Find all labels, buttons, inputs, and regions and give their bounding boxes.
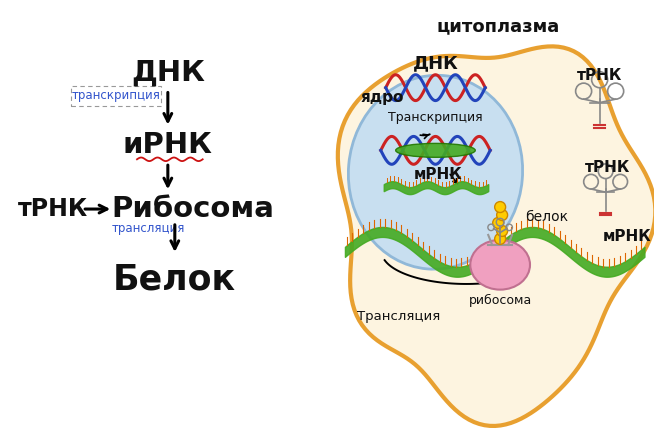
Text: мРНК: мРНК <box>603 229 652 244</box>
Polygon shape <box>338 46 655 426</box>
Circle shape <box>493 218 504 229</box>
Text: белок: белок <box>525 210 568 224</box>
Circle shape <box>497 210 508 221</box>
Circle shape <box>497 225 508 236</box>
Text: мРНК: мРНК <box>414 167 463 182</box>
Text: ДНК: ДНК <box>413 54 459 72</box>
Circle shape <box>495 201 506 212</box>
Ellipse shape <box>348 75 522 269</box>
Text: Транскрипция: Транскрипция <box>388 111 483 124</box>
Text: Белок: Белок <box>113 263 237 297</box>
Text: тРНК: тРНК <box>577 68 622 83</box>
Text: ядро: ядро <box>360 90 403 105</box>
Text: рибосома: рибосома <box>468 294 532 307</box>
Text: тРНК: тРНК <box>18 197 89 221</box>
Ellipse shape <box>396 143 475 157</box>
Text: цитоплазма: цитоплазма <box>436 17 560 35</box>
Text: тРНК: тРНК <box>585 160 630 175</box>
Text: трансляция: трансляция <box>111 222 185 236</box>
Text: ДНК: ДНК <box>131 59 205 87</box>
Text: транскрипция: транскрипция <box>72 89 160 102</box>
Ellipse shape <box>470 240 530 290</box>
Text: Рибосома: Рибосома <box>111 195 274 223</box>
Text: иРНК: иРНК <box>123 132 213 160</box>
Circle shape <box>495 233 506 244</box>
Text: Трансляция: Трансляция <box>357 310 440 323</box>
